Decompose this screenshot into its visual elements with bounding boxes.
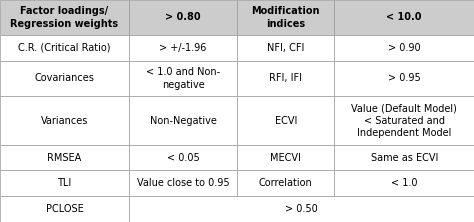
Bar: [129, 145, 237, 170]
Bar: [237, 61, 335, 96]
Text: > 0.50: > 0.50: [285, 204, 318, 214]
Text: TLI: TLI: [57, 178, 72, 188]
Text: > 0.90: > 0.90: [388, 43, 420, 53]
Bar: [237, 35, 335, 61]
Text: Modification
indices: Modification indices: [252, 6, 320, 29]
Text: MECVI: MECVI: [270, 153, 301, 163]
Bar: [129, 196, 474, 222]
Text: Covariances: Covariances: [35, 73, 94, 83]
Text: RMSEA: RMSEA: [47, 153, 82, 163]
Text: Value close to 0.95: Value close to 0.95: [137, 178, 229, 188]
Bar: [335, 145, 474, 170]
Text: Value (Default Model)
< Saturated and
Independent Model: Value (Default Model) < Saturated and In…: [351, 103, 457, 138]
Text: > 0.80: > 0.80: [165, 12, 201, 22]
Bar: [335, 35, 474, 61]
Text: Variances: Variances: [41, 115, 88, 125]
Bar: [335, 0, 474, 35]
Text: Same as ECVI: Same as ECVI: [371, 153, 438, 163]
Text: ECVI: ECVI: [274, 115, 297, 125]
Bar: [129, 170, 237, 196]
Text: RFI, IFI: RFI, IFI: [269, 73, 302, 83]
Bar: [0, 196, 129, 222]
Bar: [0, 145, 129, 170]
Text: C.R. (Critical Ratio): C.R. (Critical Ratio): [18, 43, 111, 53]
Text: NFI, CFI: NFI, CFI: [267, 43, 304, 53]
Text: < 0.05: < 0.05: [167, 153, 200, 163]
Bar: [129, 0, 237, 35]
Bar: [237, 96, 335, 145]
Bar: [0, 0, 129, 35]
Text: < 1.0 and Non-
negative: < 1.0 and Non- negative: [146, 67, 220, 90]
Bar: [0, 61, 129, 96]
Bar: [0, 96, 129, 145]
Bar: [237, 0, 335, 35]
Bar: [0, 170, 129, 196]
Bar: [129, 96, 237, 145]
Text: Correlation: Correlation: [259, 178, 312, 188]
Bar: [237, 145, 335, 170]
Text: < 1.0: < 1.0: [391, 178, 418, 188]
Text: Non-Negative: Non-Negative: [150, 115, 217, 125]
Bar: [237, 170, 335, 196]
Text: > 0.95: > 0.95: [388, 73, 420, 83]
Bar: [129, 35, 237, 61]
Bar: [129, 61, 237, 96]
Bar: [0, 35, 129, 61]
Bar: [335, 61, 474, 96]
Bar: [335, 96, 474, 145]
Bar: [335, 170, 474, 196]
Text: PCLOSE: PCLOSE: [46, 204, 83, 214]
Text: Factor loadings/
Regression weights: Factor loadings/ Regression weights: [10, 6, 118, 29]
Text: > +/-1.96: > +/-1.96: [159, 43, 207, 53]
Text: < 10.0: < 10.0: [386, 12, 422, 22]
